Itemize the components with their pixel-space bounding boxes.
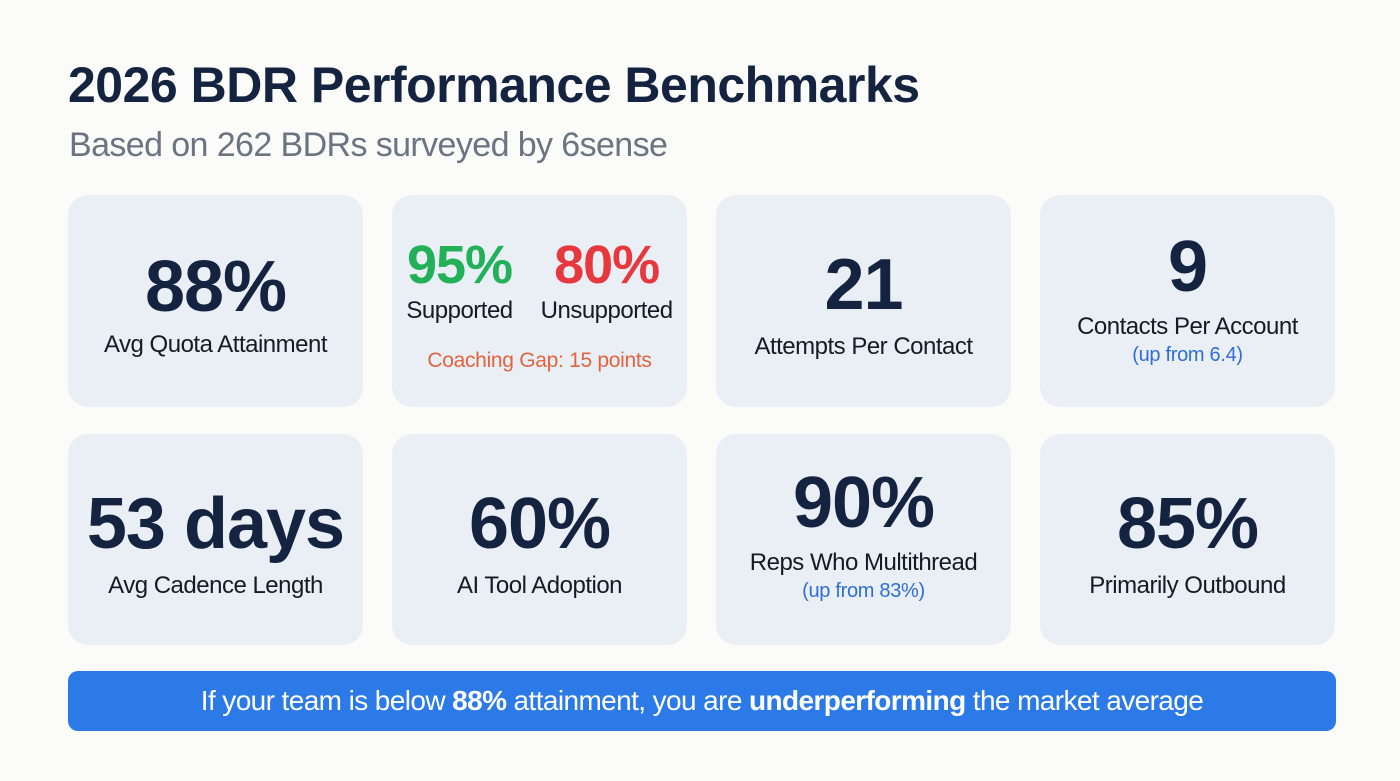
banner-text-2: attainment, you are	[506, 685, 750, 716]
card-contacts-per-account: 9 Contacts Per Account (up from 6.4)	[1040, 195, 1335, 407]
page-title: 2026 BDR Performance Benchmarks	[68, 57, 920, 113]
stat-label: Reps Who Multithread	[749, 548, 978, 576]
stat-label: Attempts Per Contact	[754, 333, 973, 360]
stat-label: Avg Cadence Length	[108, 571, 323, 599]
card-cadence-length: 53 days Avg Cadence Length	[68, 434, 363, 645]
banner-text-3: the market average	[965, 685, 1204, 716]
callout-banner: If your team is below 88% attainment, yo…	[68, 671, 1336, 731]
coaching-split: 95% Supported 80% Unsupported	[406, 235, 673, 326]
supported-column: 95% Supported	[406, 235, 513, 326]
page-subtitle: Based on 262 BDRs surveyed by 6sense	[69, 126, 668, 164]
banner-bold-underperforming: underperforming	[749, 685, 966, 716]
supported-value: 95%	[406, 235, 513, 295]
unsupported-value: 80%	[554, 235, 660, 295]
stat-change-note: (up from 6.4)	[1132, 344, 1243, 366]
stat-label: Avg Quota Attainment	[103, 331, 328, 358]
banner-bold-attainment: 88%	[452, 685, 507, 716]
stat-value: 88%	[144, 247, 287, 327]
stat-change-note: (up from 83%)	[802, 579, 925, 602]
stat-value: 9	[1167, 227, 1208, 307]
stats-grid: 88% Avg Quota Attainment 95% Supported 8…	[68, 195, 1336, 645]
stat-value: 53 days	[86, 483, 345, 564]
card-attempts-per-contact: 21 Attempts Per Contact	[716, 195, 1011, 407]
card-coaching-gap: 95% Supported 80% Unsupported Coaching G…	[392, 195, 687, 407]
unsupported-column: 80% Unsupported	[541, 236, 673, 326]
stat-value: 21	[824, 245, 903, 325]
card-primarily-outbound: 85% Primarily Outbound	[1040, 434, 1335, 645]
coaching-gap-note: Coaching Gap: 15 points	[427, 349, 652, 372]
card-multithread: 90% Reps Who Multithread (up from 83%)	[716, 434, 1011, 645]
stat-label: AI Tool Adoption	[456, 571, 623, 599]
banner-text-1: If your team is below	[200, 685, 453, 716]
stat-value: 85%	[1116, 483, 1259, 564]
card-quota-attainment: 88% Avg Quota Attainment	[68, 195, 363, 407]
supported-label: Supported	[406, 297, 513, 324]
stat-value: 90%	[792, 462, 935, 543]
unsupported-label: Unsupported	[540, 297, 673, 324]
stat-label: Contacts Per Account	[1077, 313, 1298, 340]
card-ai-tool-adoption: 60% AI Tool Adoption	[392, 434, 687, 645]
stat-value: 60%	[468, 483, 611, 564]
stat-label: Primarily Outbound	[1089, 571, 1286, 599]
